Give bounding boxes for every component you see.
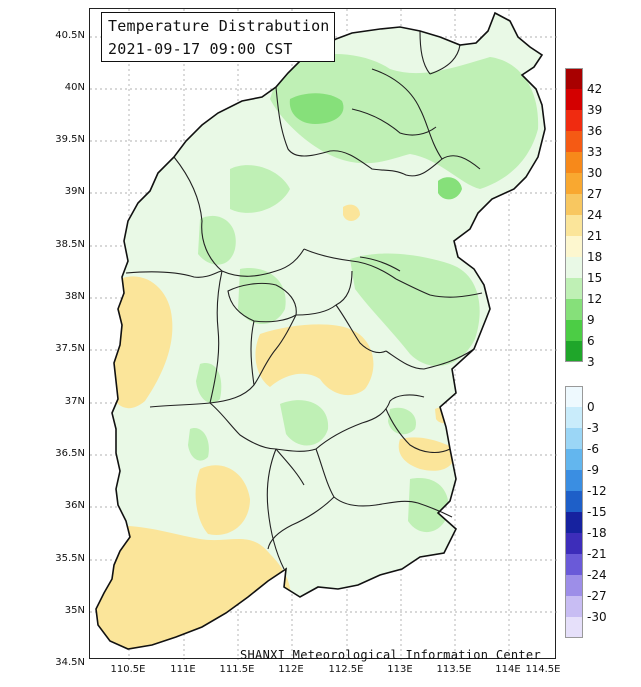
lat-label: 37N [64, 396, 85, 407]
cold-legend-swatch [565, 554, 583, 575]
cold-legend-swatch [565, 407, 583, 428]
lon-label: 110.5E [110, 664, 146, 675]
cold-legend-label: -12 [587, 484, 607, 498]
lon-label: 114.5E [525, 664, 561, 675]
lat-label: 40N [64, 82, 85, 93]
lon-label: 114E [495, 664, 521, 675]
credit-text: SHANXI Meteorological Information Center [240, 648, 541, 662]
warm-legend-label: 6 [587, 334, 595, 348]
warm-legend-swatch [565, 152, 583, 173]
warm-legend-label: 36 [587, 124, 603, 138]
lon-label: 111E [170, 664, 196, 675]
lat-label: 36N [64, 500, 85, 511]
shanxi-outline [95, 11, 546, 650]
warm-legend-label: 33 [587, 145, 603, 159]
cold-legend-label: -3 [587, 421, 599, 435]
lon-label: 112.5E [328, 664, 364, 675]
lat-label: 35N [64, 605, 85, 616]
cold-legend-swatch [565, 386, 583, 407]
cold-legend-border [565, 386, 583, 638]
lat-label: 34.5N [55, 657, 85, 668]
cold-legend-swatch [565, 617, 583, 638]
warm-legend-swatch [565, 68, 583, 89]
map-timestamp: 2021-09-17 09:00 CST [108, 40, 293, 58]
cold-legend-label: -24 [587, 568, 607, 582]
warm-legend-swatch [565, 236, 583, 257]
cold-legend-label: -21 [587, 547, 607, 561]
lon-label: 113E [387, 664, 413, 675]
cold-legend-label: -15 [587, 505, 607, 519]
cold-legend-label: -30 [587, 610, 607, 624]
lat-label: 40.5N [55, 30, 85, 41]
warm-legend-label: 30 [587, 166, 603, 180]
warm-legend-swatch [565, 131, 583, 152]
lat-label: 35.5N [55, 553, 85, 564]
warm-legend-swatch [565, 89, 583, 110]
cold-legend-label: -6 [587, 442, 599, 456]
cold-legend-swatch [565, 575, 583, 596]
lon-label: 111.5E [219, 664, 255, 675]
warm-legend-label: 42 [587, 82, 603, 96]
warm-legend-swatch [565, 257, 583, 278]
warm-legend-swatch [565, 320, 583, 341]
warm-legend-label: 18 [587, 250, 603, 264]
warm-legend-swatch [565, 194, 583, 215]
warm-legend-label: 12 [587, 292, 603, 306]
cold-legend-swatch [565, 470, 583, 491]
warm-legend-label: 15 [587, 271, 603, 285]
map-frame [89, 8, 557, 660]
warm-legend-label: 21 [587, 229, 603, 243]
warm-legend-label: 9 [587, 313, 595, 327]
warm-legend-swatch [565, 299, 583, 320]
warm-legend-swatch [565, 173, 583, 194]
warm-legend-label: 27 [587, 187, 603, 201]
map-title: Temperature Distrabution [108, 17, 330, 35]
lat-label: 38N [64, 291, 85, 302]
cold-legend-label: -18 [587, 526, 607, 540]
lon-label: 113.5E [436, 664, 472, 675]
warm-legend-swatch [565, 278, 583, 299]
lat-label: 37.5N [55, 343, 85, 354]
cold-legend-swatch [565, 449, 583, 470]
warm-legend-label: 3 [587, 355, 595, 369]
lat-label: 36.5N [55, 448, 85, 459]
warm-legend-swatch [565, 110, 583, 131]
warm-legend-label: 24 [587, 208, 603, 222]
lat-label: 39.5N [55, 134, 85, 145]
lon-label: 112E [278, 664, 304, 675]
cold-legend-swatch [565, 533, 583, 554]
lat-label: 38.5N [55, 239, 85, 250]
cold-legend-label: -9 [587, 463, 599, 477]
warm-legend-swatch [565, 341, 583, 362]
temperature-fill [96, 13, 545, 649]
cold-legend-swatch [565, 491, 583, 512]
cold-legend-label: 0 [587, 400, 595, 414]
warm-legend-label: 39 [587, 103, 603, 117]
warm-legend-swatch [565, 215, 583, 236]
cold-legend-swatch [565, 512, 583, 533]
lat-label: 39N [64, 186, 85, 197]
title-box: Temperature Distrabution 2021-09-17 09:0… [101, 12, 335, 62]
temperature-map [90, 9, 557, 660]
cold-legend-label: -27 [587, 589, 607, 603]
admin-boundaries [125, 30, 483, 570]
cold-legend-swatch [565, 596, 583, 617]
cold-legend-swatch [565, 428, 583, 449]
warm-legend-border [565, 68, 583, 362]
